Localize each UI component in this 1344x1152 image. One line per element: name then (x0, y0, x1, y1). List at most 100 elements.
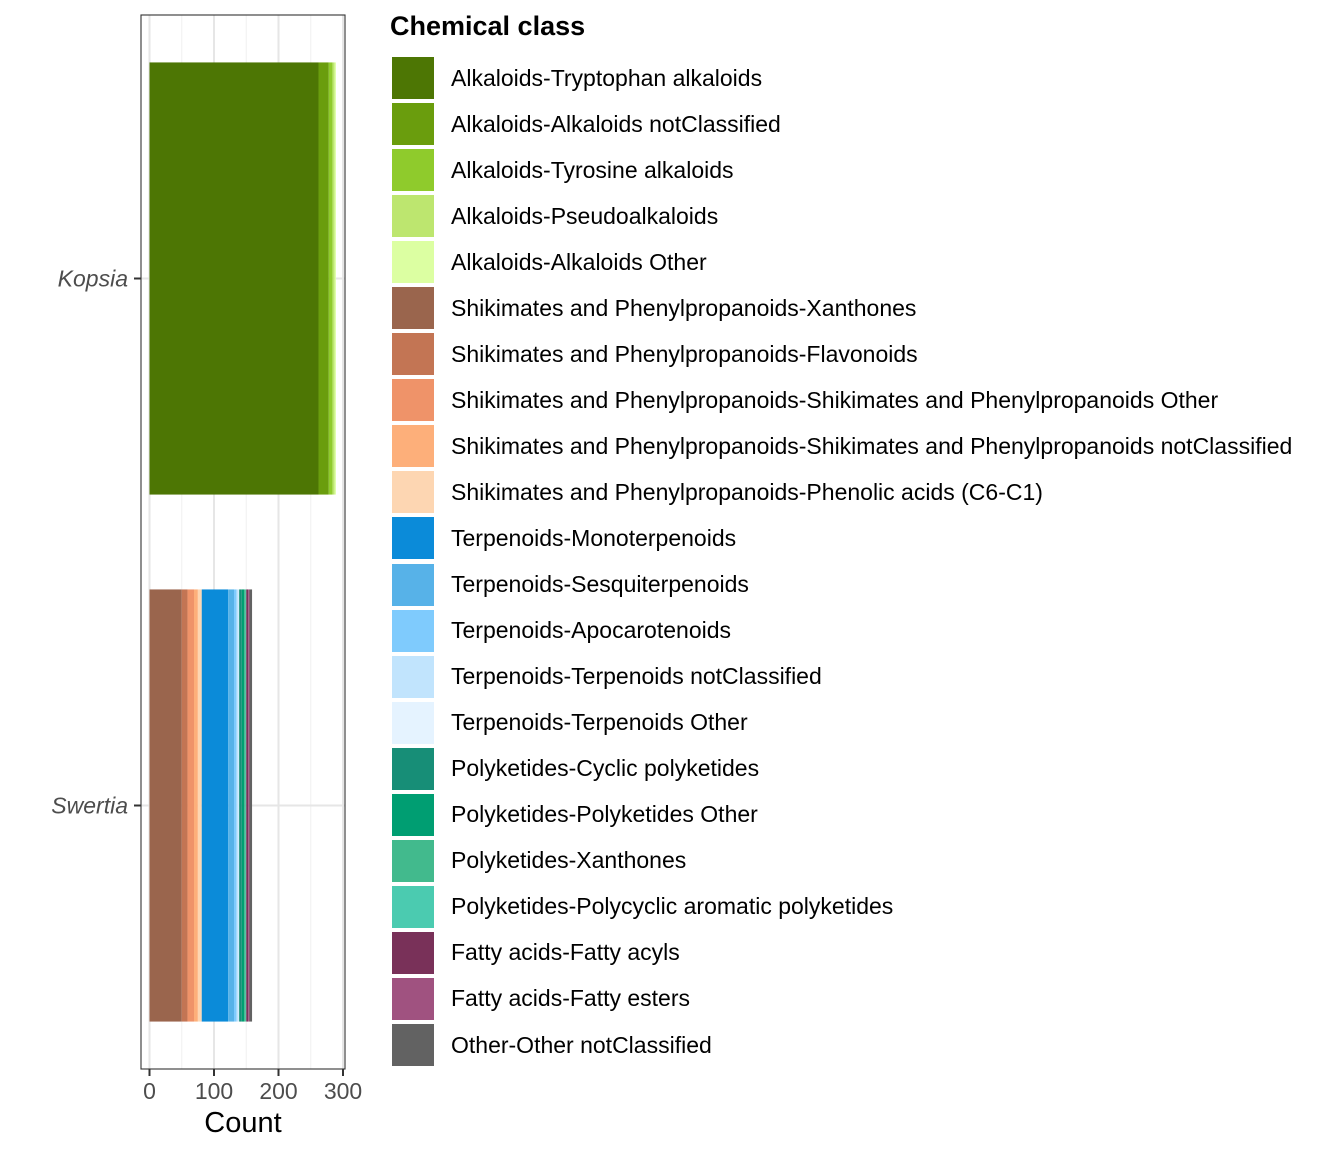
legend-item: Shikimates and Phenylpropanoids-Phenolic… (390, 469, 1292, 515)
legend-swatch (392, 1024, 434, 1066)
legend-label: Fatty acids-Fatty esters (451, 985, 691, 1012)
legend-label: Alkaloids-Tyrosine alkaloids (451, 156, 734, 183)
bars: Kopsia — Alkaloids-Tryptophan alkaloids:… (149, 62, 336, 1022)
legend: Alkaloids-Tryptophan alkaloids Alkaloids-… (390, 55, 1292, 1068)
legend-label: Alkaloids-Tryptophan alkaloids (451, 64, 763, 91)
legend-swatch (392, 839, 434, 882)
bar-segment: Swertia — Shikimates and Phenylpropanoid… (187, 589, 195, 1022)
x-axis: 0 100 200 300 (143, 1069, 362, 1104)
legend-label: Terpenoids-Monoterpenoids (451, 524, 737, 551)
bar-segment: Swertia — Shikimates and Phenylpropanoid… (197, 589, 202, 1022)
legend-label: Alkaloids-Alkaloids Other (451, 248, 707, 275)
legend-swatch (392, 701, 434, 744)
bar-segment: Kopsia — Alkaloids-Tryptophan alkaloids:… (149, 62, 319, 495)
legend-label: Polyketides-Polyketides Other (451, 801, 758, 828)
y-axis: Kopsia Swertia (51, 266, 141, 819)
legend-swatch (392, 609, 434, 652)
legend-swatch (392, 793, 434, 836)
legend-item: Terpenoids-Terpenoids notClassified (390, 654, 1292, 700)
legend-label: Shikimates and Phenylpropanoids-Shikimat… (451, 432, 1293, 459)
legend-label: Shikimates and Phenylpropanoids-Shikimat… (451, 386, 1219, 413)
legend-swatch (392, 655, 434, 698)
bar-segment: Swertia — Terpenoids-Terpenoids Other: 1 (238, 589, 240, 1022)
legend-item: Alkaloids-Alkaloids Other (390, 239, 1292, 285)
legend-label: Shikimates and Phenylpropanoids-Flavonoi… (451, 340, 918, 367)
legend-swatch (392, 333, 434, 376)
bar-segment: Swertia — Terpenoids-Sesquiterpenoids: 9 (228, 589, 234, 1022)
legend-swatch (392, 241, 434, 284)
legend-item: Other-Other notClassified (390, 1022, 1292, 1068)
legend-item: Alkaloids-Pseudoalkaloids (390, 193, 1292, 239)
legend-swatch (392, 563, 434, 606)
legend-label: Shikimates and Phenylpropanoids-Xanthone… (451, 294, 917, 321)
bar-segment: Swertia — Polyketides-Polyketides Other:… (241, 589, 245, 1022)
legend-swatch (392, 149, 434, 192)
legend-item: Polyketides-Cyclic polyketides (390, 746, 1292, 792)
bar-segment: Swertia — Terpenoids-Monoterpenoids: 41 (201, 589, 229, 1022)
legend-label: Alkaloids-Alkaloids notClassified (451, 110, 781, 137)
bar-segment: Swertia — Polyketides-Cyclic polyketides… (239, 589, 242, 1022)
bar-segment: Swertia — Polyketides-Polycyclic aromati… (245, 589, 247, 1022)
legend-label: Polyketides-Xanthones (451, 847, 687, 874)
x-tick-label: 200 (259, 1078, 297, 1104)
legend-item: Terpenoids-Monoterpenoids (390, 515, 1292, 561)
bar-segment: Swertia — Shikimates and Phenylpropanoid… (149, 589, 182, 1022)
legend-item: Shikimates and Phenylpropanoids-Shikimat… (390, 423, 1292, 469)
legend-item: Terpenoids-Terpenoids Other (390, 700, 1292, 746)
bar-segment: Kopsia — Alkaloids-Alkaloids notClassifi… (318, 62, 329, 495)
bar-segment: Swertia — Polyketides-Xanthones: 2 (244, 589, 246, 1022)
legend-label: Fatty acids-Fatty acyls (451, 939, 680, 966)
legend-label: Shikimates and Phenylpropanoids-Phenolic… (451, 478, 1043, 505)
legend-item: Fatty acids-Fatty acyls (390, 930, 1292, 976)
legend-title: Chemical class (390, 11, 586, 41)
x-tick-label: 100 (195, 1078, 233, 1104)
legend-swatch (392, 885, 434, 928)
x-tick-label: 300 (324, 1078, 362, 1104)
legend-swatch (392, 977, 434, 1020)
bar-segment: Swertia — Terpenoids-Apocarotenoids: 4 (233, 589, 237, 1022)
legend-item: Terpenoids-Sesquiterpenoids (390, 562, 1292, 608)
x-axis-title: Count (204, 1107, 281, 1139)
plot-border (140, 14, 346, 1070)
legend-label: Terpenoids-Sesquiterpenoids (451, 571, 749, 598)
legend-item: Shikimates and Phenylpropanoids-Shikimat… (390, 377, 1292, 423)
legend-swatch (392, 195, 434, 238)
bar-segment: Swertia — Fatty acids-Fatty acyls: 3 (246, 589, 249, 1022)
legend-item: Alkaloids-Alkaloids notClassified (390, 101, 1292, 147)
legend-label: Polyketides-Polycyclic aromatic polyketi… (451, 893, 894, 920)
legend-item: Terpenoids-Apocarotenoids (390, 608, 1292, 654)
legend-swatch (392, 287, 434, 330)
legend-item: Alkaloids-Tryptophan alkaloids (390, 55, 1292, 101)
bar-segment: Swertia — Shikimates and Phenylpropanoid… (181, 589, 188, 1022)
legend-swatch (392, 471, 434, 514)
legend-swatch (392, 931, 434, 974)
legend-label: Other-Other notClassified (451, 1031, 712, 1058)
bar-segment: Swertia — Shikimates and Phenylpropanoid… (194, 589, 198, 1022)
legend-item: Alkaloids-Tyrosine alkaloids (390, 147, 1292, 193)
bar-segment: Swertia — Fatty acids-Fatty esters: 2 (248, 589, 250, 1022)
y-tick-label: Swertia (51, 793, 128, 819)
legend-swatch (392, 425, 434, 468)
legend-swatch (392, 103, 434, 146)
legend-item: Polyketides-Polycyclic aromatic polyketi… (390, 884, 1292, 930)
bar-segment: Kopsia — Alkaloids-Alkaloids Other: 2 (334, 62, 336, 495)
legend-item: Fatty acids-Fatty esters (390, 976, 1292, 1022)
legend-label: Alkaloids-Pseudoalkaloids (451, 202, 719, 229)
legend-item: Shikimates and Phenylpropanoids-Flavonoi… (390, 331, 1292, 377)
legend-label: Terpenoids-Terpenoids Other (451, 709, 748, 736)
legend-swatch (392, 57, 434, 100)
y-tick-label: Kopsia (58, 266, 128, 292)
legend-item: Polyketides-Polyketides Other (390, 792, 1292, 838)
legend-swatch (392, 517, 434, 560)
legend-label: Terpenoids-Terpenoids notClassified (451, 663, 822, 690)
legend-item: Shikimates and Phenylpropanoids-Xanthone… (390, 285, 1292, 331)
bar-segment: Swertia — Other-Other notClassified: 4 (249, 589, 253, 1022)
legend-swatch (392, 747, 434, 790)
bar-segment: Kopsia — Alkaloids-Pseudoalkaloids: 3 (332, 62, 335, 495)
legend-item: Polyketides-Xanthones (390, 838, 1292, 884)
bar-segment: Kopsia — Alkaloids-Tyrosine alkaloids: 6 (328, 62, 333, 495)
legend-label: Polyketides-Cyclic polyketides (451, 755, 760, 782)
legend-label: Terpenoids-Apocarotenoids (451, 617, 732, 644)
legend-swatch (392, 379, 434, 422)
